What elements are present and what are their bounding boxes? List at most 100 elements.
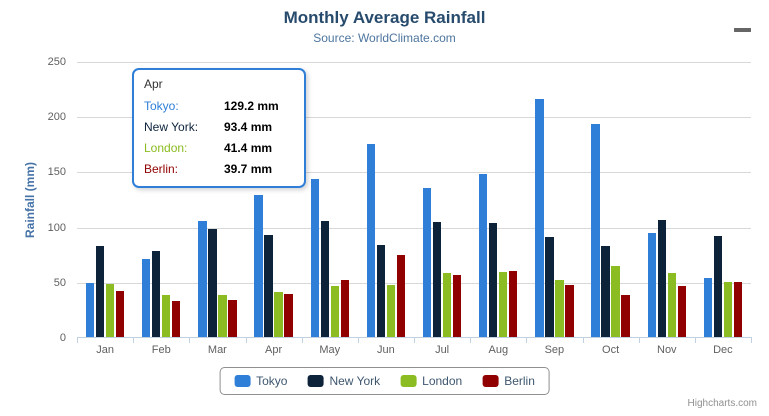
- x-axis-tick: [414, 338, 415, 343]
- bar-new-york-aug[interactable]: [489, 222, 498, 338]
- bar-berlin-may[interactable]: [340, 279, 349, 338]
- x-axis-tick: [694, 338, 696, 343]
- bar-tokyo-aug[interactable]: [479, 174, 488, 338]
- bar-new-york-jul[interactable]: [432, 222, 442, 338]
- bar-tokyo-mar[interactable]: [198, 220, 207, 338]
- bar-tokyo-nov[interactable]: [647, 232, 656, 338]
- bar-tokyo-jun[interactable]: [366, 143, 376, 338]
- bar-new-york-sep[interactable]: [545, 237, 554, 338]
- x-axis-line: [77, 337, 752, 338]
- bar-london-mar[interactable]: [218, 294, 227, 338]
- bar-london-apr[interactable]: [274, 292, 283, 338]
- bar-berlin-jun[interactable]: [396, 254, 406, 338]
- legend-swatch-icon: [482, 375, 499, 387]
- bar-tokyo-oct[interactable]: [591, 123, 600, 338]
- bar-london-jun[interactable]: [386, 284, 396, 338]
- bar-london-nov[interactable]: [667, 272, 676, 338]
- x-axis-tick: [189, 338, 191, 343]
- y-axis-tick-label: 250: [47, 56, 66, 68]
- bar-berlin-dec[interactable]: [733, 281, 743, 338]
- bar-tokyo-jul[interactable]: [422, 188, 432, 338]
- x-axis-tick: [301, 338, 303, 343]
- legend-swatch-icon: [400, 375, 417, 387]
- credits-link[interactable]: Highcharts.com: [687, 398, 757, 409]
- bar-berlin-aug[interactable]: [509, 271, 518, 338]
- bar-tokyo-dec[interactable]: [703, 277, 713, 338]
- bar-berlin-oct[interactable]: [621, 294, 630, 338]
- bar-berlin-sep[interactable]: [565, 285, 574, 338]
- tooltip-row: Berlin: 39.7 mm: [144, 159, 294, 180]
- tooltip-series-value: 129.2 mm: [224, 99, 279, 113]
- tooltip-series-label: Berlin:: [144, 162, 179, 176]
- legend-item-new-york[interactable]: New York: [307, 374, 380, 388]
- bar-tokyo-jan[interactable]: [85, 282, 95, 338]
- bar-tokyo-sep[interactable]: [535, 99, 544, 338]
- legend-item-tokyo[interactable]: Tokyo: [234, 374, 287, 388]
- x-axis-category-label: Nov: [657, 344, 677, 356]
- x-axis-tick: [638, 338, 640, 343]
- legend-swatch-icon: [307, 375, 324, 387]
- x-axis-category-label: Mar: [207, 344, 227, 356]
- bar-new-york-oct[interactable]: [601, 245, 610, 338]
- x-axis-category-label: Aug: [488, 344, 509, 356]
- x-axis-category-label: Sep: [544, 344, 565, 356]
- bar-london-aug[interactable]: [499, 272, 508, 338]
- tooltip-row: London: 41.4 mm: [144, 138, 294, 159]
- legend-item-label: London: [422, 374, 463, 388]
- gridline: [77, 282, 751, 284]
- x-axis-tick: [470, 338, 472, 343]
- legend-item-label: New York: [329, 374, 381, 388]
- x-axis-category-label: Feb: [151, 344, 171, 356]
- bar-new-york-apr[interactable]: [264, 234, 273, 338]
- bar-london-jan[interactable]: [105, 284, 115, 338]
- bar-london-jul[interactable]: [442, 272, 452, 338]
- x-axis-category-label: Jan: [96, 344, 114, 356]
- x-axis-tick: [77, 338, 78, 343]
- x-axis-tick: [245, 338, 247, 343]
- bar-tokyo-may[interactable]: [310, 179, 319, 338]
- bar-new-york-dec[interactable]: [713, 236, 723, 338]
- bar-berlin-feb[interactable]: [172, 301, 181, 338]
- export-menu-button[interactable]: [732, 20, 754, 40]
- legend-swatch-icon: [234, 375, 251, 387]
- bar-berlin-nov[interactable]: [677, 286, 686, 338]
- bar-new-york-may[interactable]: [320, 221, 329, 338]
- bar-berlin-mar[interactable]: [228, 299, 237, 338]
- bar-london-feb[interactable]: [162, 295, 171, 338]
- x-axis-tick: [582, 338, 584, 343]
- legend: Tokyo New York London Berlin: [219, 367, 550, 395]
- bar-tokyo-feb[interactable]: [142, 259, 151, 338]
- tooltip: Apr Tokyo: 129.2 mm New York: 93.4 mm London…: [132, 68, 306, 188]
- x-axis-category-label: Apr: [265, 344, 283, 356]
- tooltip-series-label: New York:: [144, 120, 199, 134]
- gridline: [77, 227, 751, 229]
- bar-berlin-jul[interactable]: [452, 274, 462, 338]
- bar-london-dec[interactable]: [723, 281, 733, 338]
- bar-new-york-feb[interactable]: [152, 251, 161, 338]
- y-axis-tick-label: 50: [53, 276, 66, 289]
- bar-new-york-mar[interactable]: [208, 229, 217, 338]
- bar-tokyo-apr[interactable]: [254, 195, 263, 338]
- legend-item-london[interactable]: London: [400, 374, 462, 388]
- bar-london-oct[interactable]: [611, 266, 620, 338]
- bar-new-york-nov[interactable]: [657, 220, 666, 338]
- bar-berlin-jan[interactable]: [115, 291, 125, 338]
- tooltip-category: Apr: [144, 77, 163, 91]
- bar-london-may[interactable]: [330, 286, 339, 338]
- x-axis-tick: [133, 338, 135, 343]
- bar-new-york-jun[interactable]: [376, 244, 386, 338]
- tooltip-row: Tokyo: 129.2 mm: [144, 96, 294, 117]
- bar-london-sep[interactable]: [555, 280, 564, 338]
- y-axis-tick-label: 0: [59, 332, 66, 344]
- x-axis-tick: [526, 338, 528, 343]
- bar-new-york-jan[interactable]: [95, 245, 105, 338]
- legend-item-berlin[interactable]: Berlin: [482, 374, 535, 388]
- x-axis-category-label: Oct: [602, 344, 620, 356]
- y-axis-tick-label: 200: [47, 111, 66, 124]
- y-axis-tick-label: 100: [47, 221, 66, 234]
- gridline: [77, 117, 751, 119]
- x-axis-category-label: Dec: [713, 344, 733, 356]
- bar-berlin-apr[interactable]: [284, 294, 293, 338]
- tooltip-rows: Tokyo: 129.2 mm New York: 93.4 mm London: 41.…: [144, 96, 294, 180]
- x-axis-tick: [751, 338, 752, 343]
